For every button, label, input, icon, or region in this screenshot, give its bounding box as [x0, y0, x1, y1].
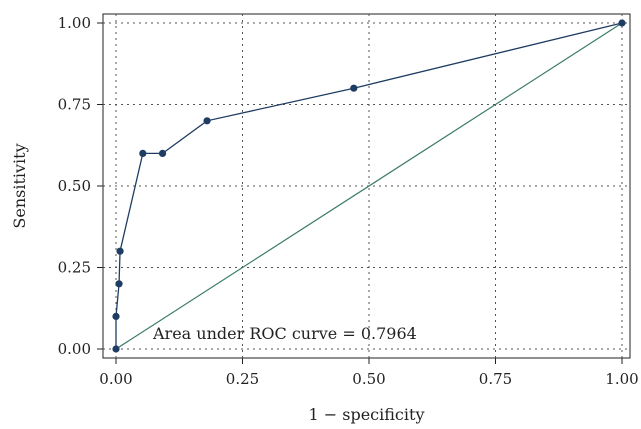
x-tick-label: 0.00 [99, 370, 132, 388]
axes: 0.00 0.25 0.50 0.75 1.00 0.00 0.25 0.50 0.75 1.00 [58, 14, 639, 388]
y-tick-label: 0.75 [58, 96, 91, 114]
x-tick-label: 1.00 [605, 370, 638, 388]
roc-point [618, 19, 626, 27]
roc-point [203, 117, 211, 125]
roc-point [350, 84, 358, 92]
roc-point [115, 280, 123, 288]
y-tick-label: 0.00 [58, 340, 91, 358]
roc-point [116, 247, 124, 255]
x-tick-label: 0.25 [226, 370, 259, 388]
series-layer [112, 19, 626, 353]
y-tick-label: 0.50 [58, 177, 91, 195]
y-tick-label: 0.25 [58, 259, 91, 277]
auc-annotation: Area under ROC curve = 0.7964 [152, 324, 417, 343]
reference-line [115, 22, 623, 350]
roc-point [112, 312, 120, 320]
roc-point [158, 149, 167, 157]
roc-point [139, 149, 147, 157]
y-tick-label: 1.00 [58, 14, 91, 32]
y-axis-title: Sensitivity [10, 143, 29, 228]
roc-point [112, 345, 120, 353]
x-tick-label: 0.75 [479, 370, 512, 388]
grid [103, 14, 630, 358]
x-axis-title: 1 − specificity [309, 405, 425, 424]
x-tick-label: 0.50 [352, 370, 385, 388]
